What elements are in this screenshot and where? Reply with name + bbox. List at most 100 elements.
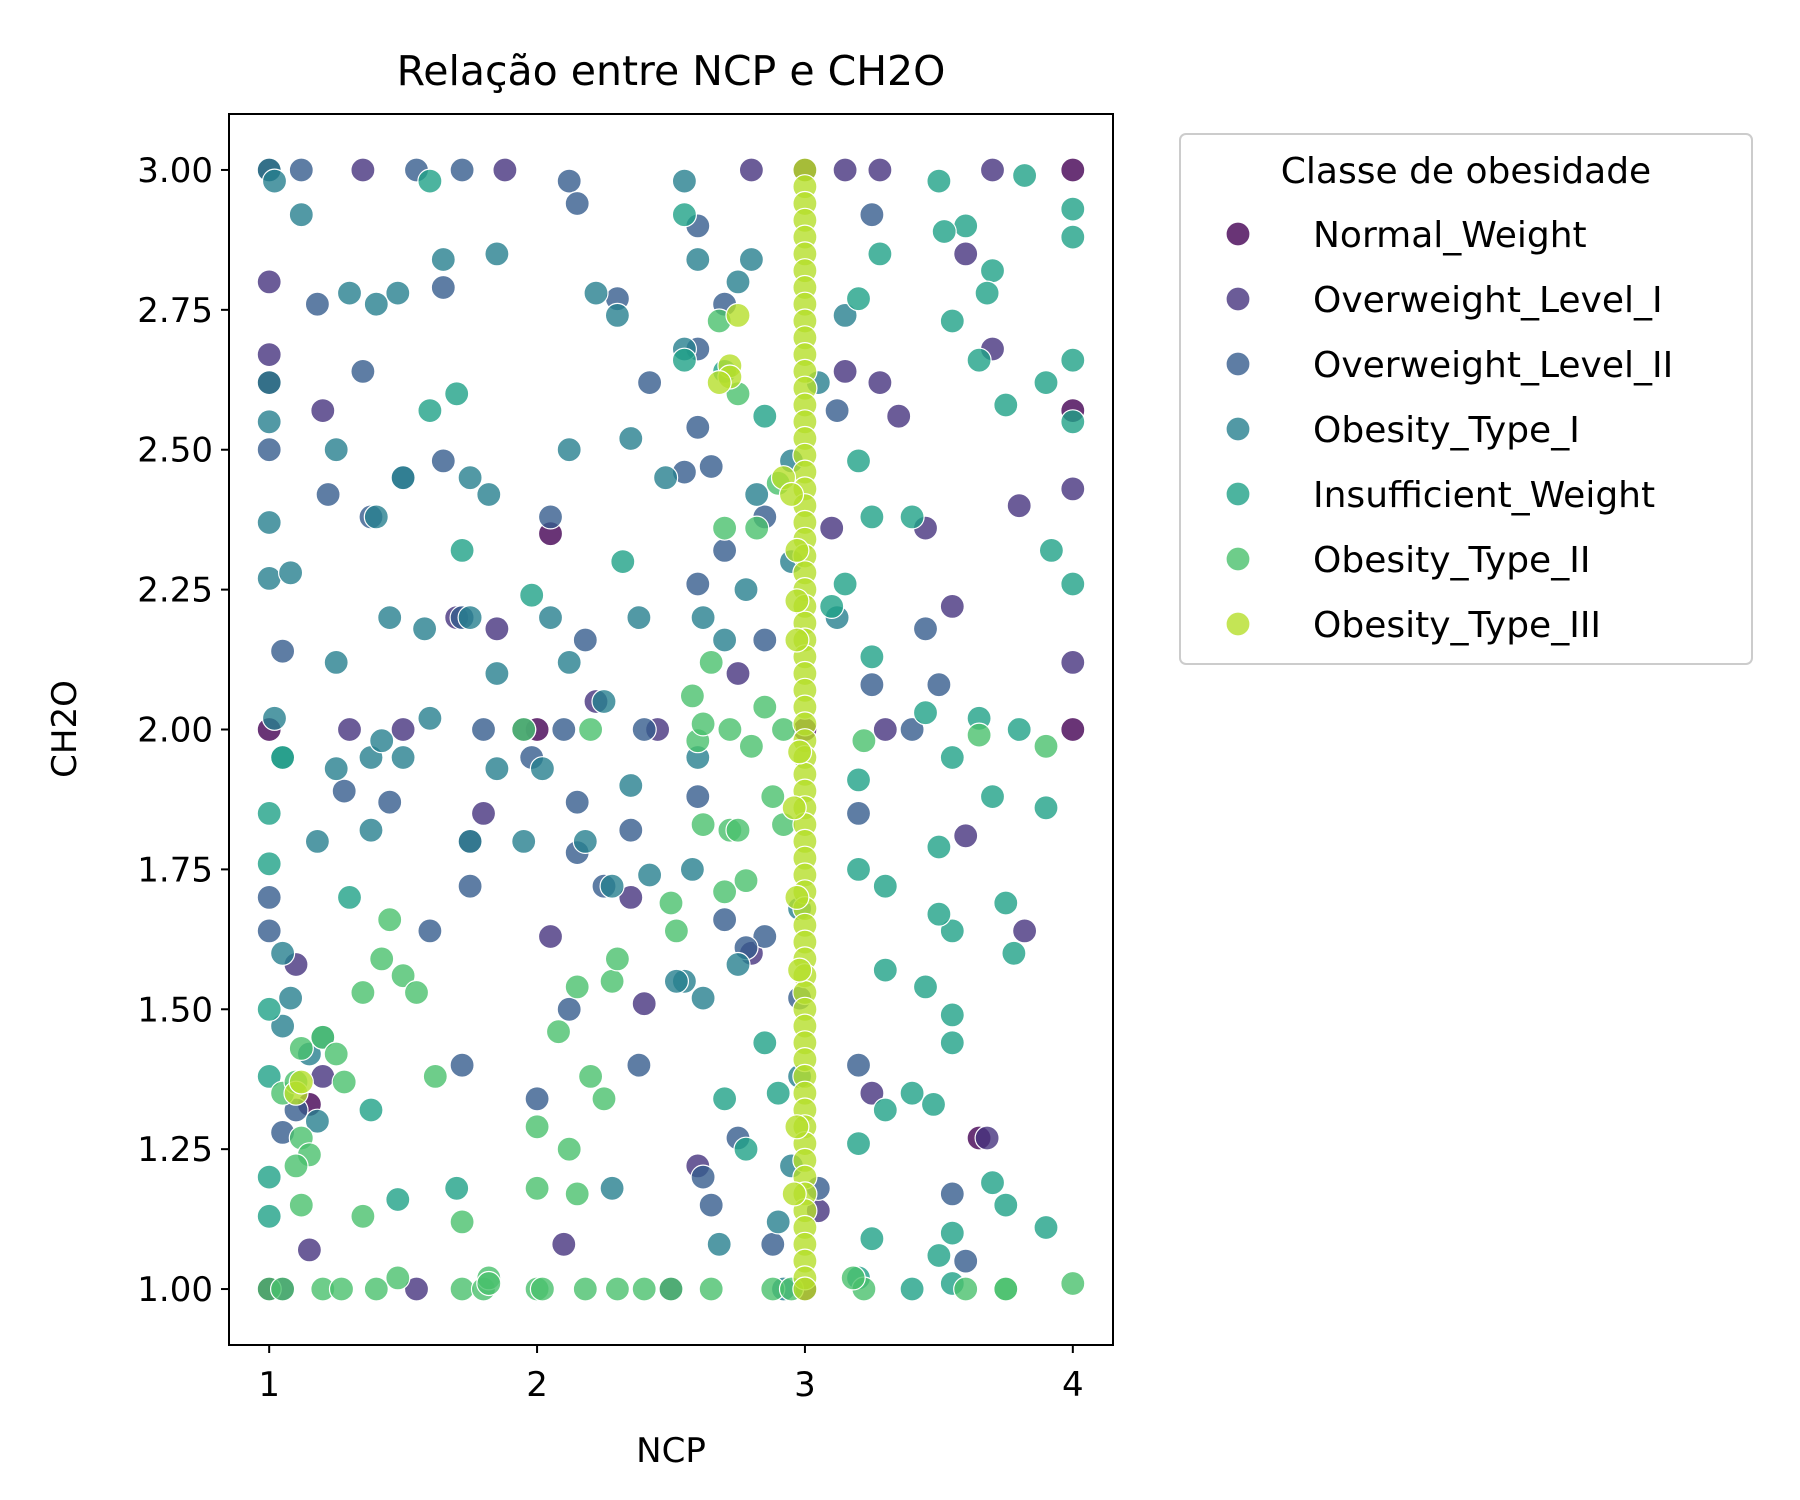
point-obesity-type-i-31 xyxy=(537,604,564,631)
point-overweight-level-ii-37 xyxy=(690,1164,716,1190)
point-insufficient-weight-58 xyxy=(671,347,698,373)
legend-label-obesity-type-ii: Obesity_Type_II xyxy=(1313,540,1590,581)
point-overweight-level-ii-56 xyxy=(524,1086,550,1112)
point-obesity-type-i-41 xyxy=(390,744,416,771)
point-insufficient-weight-24 xyxy=(1006,716,1032,743)
point-obesity-type-ii-41 xyxy=(658,890,684,916)
point-obesity-type-i-36 xyxy=(711,627,738,653)
point-obesity-type-i-76 xyxy=(476,481,502,508)
point-overweight-level-i-39 xyxy=(832,358,858,384)
point-overweight-level-ii-14 xyxy=(711,537,738,564)
point-obesity-type-ii-59 xyxy=(851,728,877,754)
x-tick-label-0: 1 xyxy=(258,1365,280,1405)
point-overweight-level-i-18 xyxy=(537,923,564,950)
point-obesity-type-ii-5 xyxy=(422,1063,448,1090)
point-obesity-type-iii-69 xyxy=(288,1069,314,1095)
point-insufficient-weight-51 xyxy=(899,1276,925,1302)
point-obesity-type-i-4 xyxy=(385,280,411,306)
point-obesity-type-iii-73 xyxy=(706,370,732,396)
point-obesity-type-iii-83 xyxy=(784,1114,810,1140)
point-overweight-level-ii-26 xyxy=(685,783,711,810)
point-overweight-level-ii-10 xyxy=(537,504,564,530)
point-obesity-type-i-66 xyxy=(270,940,296,966)
point-overweight-level-i-5 xyxy=(979,157,1006,183)
point-obesity-type-ii-76 xyxy=(725,817,751,843)
point-insufficient-weight-77 xyxy=(974,280,1000,306)
point-obesity-type-ii-55 xyxy=(744,515,770,541)
legend-label-insufficient-weight: Insufficient_Weight xyxy=(1313,475,1655,516)
point-obesity-type-i-21 xyxy=(744,481,770,508)
point-obesity-type-i-47 xyxy=(358,817,384,843)
point-insufficient-weight-13 xyxy=(1060,409,1086,435)
point-obesity-type-i-63 xyxy=(706,1231,732,1257)
point-obesity-type-i-10 xyxy=(725,269,751,295)
point-insufficient-weight-0 xyxy=(417,168,443,194)
legend-marker-obesity-type-iii xyxy=(1225,611,1251,637)
point-overweight-level-ii-58 xyxy=(760,1231,786,1257)
point-obesity-type-i-17 xyxy=(457,465,483,491)
point-normal-weight-1 xyxy=(1060,716,1086,743)
point-insufficient-weight-16 xyxy=(899,504,925,530)
x-tick-label-3: 4 xyxy=(1062,1365,1084,1405)
point-obesity-type-ii-4 xyxy=(403,979,430,1006)
point-obesity-type-i-14 xyxy=(323,437,349,463)
point-overweight-level-ii-62 xyxy=(636,370,663,396)
point-obesity-type-i-64 xyxy=(765,1209,791,1235)
point-obesity-type-ii-28 xyxy=(631,1276,657,1302)
point-insufficient-weight-12 xyxy=(1060,347,1086,373)
point-obesity-type-i-37 xyxy=(261,705,288,731)
point-overweight-level-i-14 xyxy=(1006,493,1032,519)
point-obesity-type-ii-63 xyxy=(1060,1270,1086,1297)
point-obesity-type-ii-8 xyxy=(288,1035,314,1062)
point-overweight-level-ii-50 xyxy=(551,716,577,743)
point-obesity-type-ii-27 xyxy=(604,1276,631,1302)
point-obesity-type-ii-42 xyxy=(663,918,690,944)
legend-frame xyxy=(1179,133,1753,665)
point-obesity-type-i-68 xyxy=(417,705,443,731)
point-obesity-type-i-48 xyxy=(457,828,483,855)
point-insufficient-weight-61 xyxy=(256,800,282,827)
point-obesity-type-ii-47 xyxy=(760,783,786,810)
y-tick-label-2: 1.50 xyxy=(137,990,213,1030)
point-insufficient-weight-41 xyxy=(920,1091,947,1118)
point-obesity-type-ii-60 xyxy=(966,722,992,748)
point-insufficient-weight-71 xyxy=(336,884,363,911)
point-overweight-level-i-11 xyxy=(725,660,751,687)
point-obesity-type-i-32 xyxy=(556,649,582,676)
y-axis: 1.00 1.25 1.50 1.75 2.00 2.25 2.50 2.75 3.00 xyxy=(137,151,229,1310)
point-obesity-type-i-60 xyxy=(304,1108,330,1134)
point-overweight-level-ii-3 xyxy=(556,168,582,194)
point-overweight-level-i-2 xyxy=(738,157,765,183)
x-axis-label: NCP xyxy=(636,1431,706,1471)
point-obesity-type-i-11 xyxy=(738,246,765,273)
point-insufficient-weight-67 xyxy=(444,1175,470,1201)
point-obesity-type-i-54 xyxy=(725,951,751,978)
point-overweight-level-ii-24 xyxy=(564,789,590,815)
point-overweight-level-ii-12 xyxy=(698,453,724,480)
point-insufficient-weight-48 xyxy=(926,1242,952,1269)
point-obesity-type-i-25 xyxy=(278,560,304,586)
point-obesity-type-ii-14 xyxy=(283,1153,309,1179)
point-overweight-level-i-4 xyxy=(867,157,893,183)
legend-marker-overweight-level-ii xyxy=(1225,351,1251,377)
point-obesity-type-ii-2 xyxy=(369,946,395,972)
point-overweight-level-ii-18 xyxy=(859,672,885,698)
point-obesity-type-ii-43 xyxy=(690,811,716,838)
point-insufficient-weight-53 xyxy=(417,398,443,424)
point-obesity-type-i-70 xyxy=(733,576,759,603)
point-insufficient-weight-49 xyxy=(859,1226,885,1252)
point-obesity-type-ii-68 xyxy=(524,1175,550,1201)
point-insufficient-weight-47 xyxy=(939,1220,965,1246)
point-obesity-type-iii-77 xyxy=(784,588,810,614)
point-overweight-level-ii-2 xyxy=(449,157,475,183)
point-obesity-type-i-26 xyxy=(323,649,349,676)
point-insufficient-weight-45 xyxy=(993,1192,1019,1218)
point-obesity-type-i-44 xyxy=(618,772,644,799)
point-overweight-level-ii-8 xyxy=(430,448,456,474)
point-obesity-type-i-30 xyxy=(484,660,510,687)
point-insufficient-weight-14 xyxy=(993,392,1019,418)
point-obesity-type-i-15 xyxy=(363,504,389,530)
point-obesity-type-i-35 xyxy=(690,604,716,631)
point-obesity-type-i-34 xyxy=(626,604,652,631)
point-insufficient-weight-8 xyxy=(867,241,893,267)
